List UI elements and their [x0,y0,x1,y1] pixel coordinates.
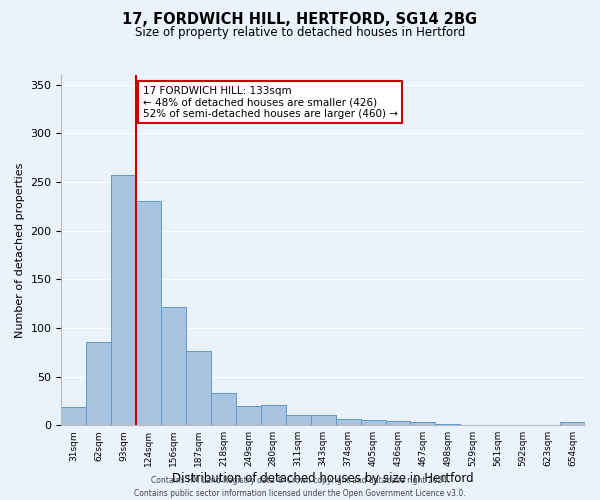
Bar [386,422,410,425]
Bar [560,422,585,425]
Bar [311,416,335,425]
Bar [86,342,111,425]
Bar [161,308,186,425]
Text: Contains HM Land Registry data © Crown copyright and database right 2024.
Contai: Contains HM Land Registry data © Crown c… [134,476,466,498]
Bar [335,420,361,425]
Bar [261,405,286,425]
Text: Size of property relative to detached houses in Hertford: Size of property relative to detached ho… [135,26,465,39]
Bar [410,422,436,425]
Bar [436,424,460,425]
Bar [236,406,261,425]
Bar [211,393,236,425]
Text: 17 FORDWICH HILL: 133sqm
← 48% of detached houses are smaller (426)
52% of semi-: 17 FORDWICH HILL: 133sqm ← 48% of detach… [143,86,398,118]
Bar [61,406,86,425]
Bar [111,175,136,425]
Bar [136,202,161,425]
Bar [361,420,386,425]
Text: 17, FORDWICH HILL, HERTFORD, SG14 2BG: 17, FORDWICH HILL, HERTFORD, SG14 2BG [122,12,478,28]
Y-axis label: Number of detached properties: Number of detached properties [15,162,25,338]
Bar [286,414,311,425]
X-axis label: Distribution of detached houses by size in Hertford: Distribution of detached houses by size … [172,472,474,485]
Bar [186,352,211,425]
